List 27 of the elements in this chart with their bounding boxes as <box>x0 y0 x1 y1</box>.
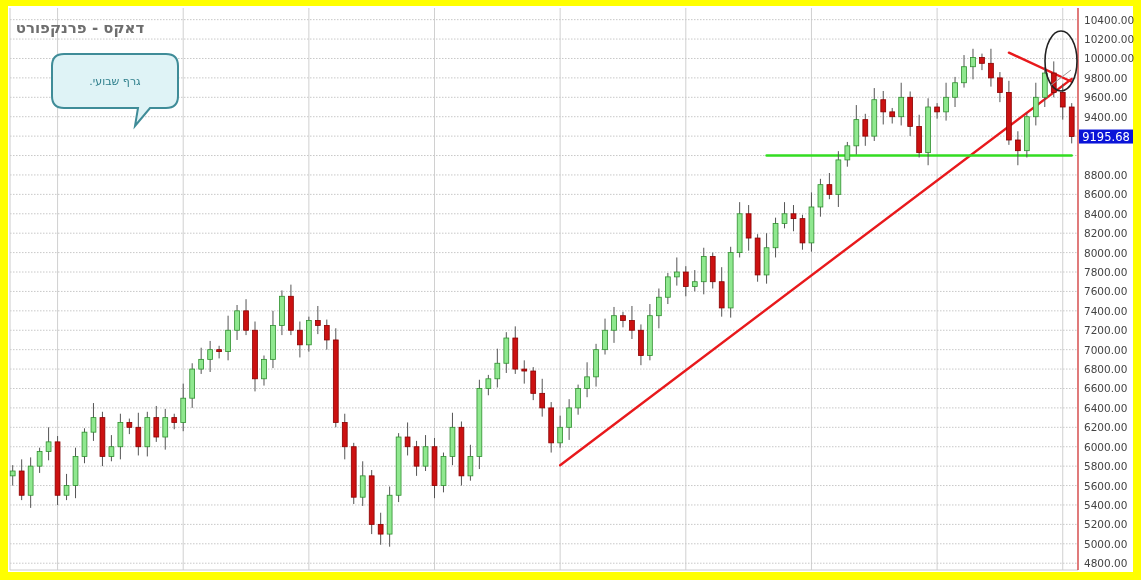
y-tick-label: 7200.00 <box>1084 324 1128 337</box>
annotation: גרף שבועי. <box>89 75 142 88</box>
y-tick-label: 9600.00 <box>1084 91 1128 104</box>
y-tick-label: 5400.00 <box>1084 498 1128 511</box>
y-tick-label: 6600.00 <box>1084 382 1128 395</box>
y-tick-label: 8800.00 <box>1084 168 1128 181</box>
y-tick-label: 7600.00 <box>1084 285 1128 298</box>
y-tick-label: 5000.00 <box>1084 537 1128 550</box>
y-tick-label: 6400.00 <box>1084 401 1128 414</box>
y-tick-label: 5600.00 <box>1084 479 1128 492</box>
y-tick-label: 7800.00 <box>1084 266 1128 279</box>
y-tick-label: 6000.00 <box>1084 440 1128 453</box>
y-tick-label: 8400.00 <box>1084 207 1128 220</box>
y-tick-label: 8600.00 <box>1084 188 1128 201</box>
y-tick-label: 4800.00 <box>1084 557 1128 570</box>
text: 9195.68 <box>1082 130 1130 145</box>
text: דאקס - פרנקפורט <box>15 19 145 37</box>
y-tick-label: 9800.00 <box>1084 71 1128 84</box>
y-tick-label: 5800.00 <box>1084 460 1128 473</box>
y-tick-label: 8000.00 <box>1084 246 1128 259</box>
y-tick-label: 8200.00 <box>1084 227 1128 240</box>
y-tick-label: 5200.00 <box>1084 518 1128 531</box>
y-tick-label: 7400.00 <box>1084 304 1128 317</box>
y-tick-label: 6800.00 <box>1084 363 1128 376</box>
y-tick-label: 7000.00 <box>1084 343 1128 356</box>
y-tick-label: 6200.00 <box>1084 421 1128 434</box>
y-tick-label: 9400.00 <box>1084 110 1128 123</box>
